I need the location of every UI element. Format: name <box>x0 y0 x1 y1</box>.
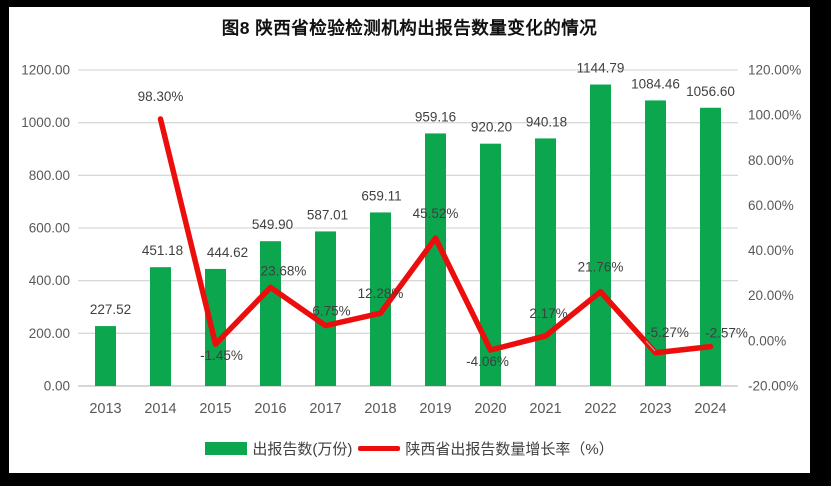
x-axis-label: 2015 <box>199 401 231 417</box>
label-leader-line <box>645 340 656 352</box>
legend-line-label: 陕西省出报告数量增长率（%） <box>405 441 614 458</box>
bar-2016 <box>260 241 281 386</box>
bar-value-label: 1084.46 <box>631 76 680 91</box>
chart-legend: 出报告数(万份) 陕西省出报告数量增长率（%） <box>9 438 810 459</box>
left-axis-tick: 800.00 <box>29 168 70 183</box>
x-axis-label: 2023 <box>639 401 671 417</box>
bar-2018 <box>370 212 391 386</box>
left-axis-tick: 200.00 <box>29 326 70 341</box>
x-axis-label: 2024 <box>694 401 726 417</box>
bar-2013 <box>95 326 116 386</box>
line-value-label: -5.27% <box>646 325 689 340</box>
bar-2022 <box>590 84 611 386</box>
right-axis-tick: -20.00% <box>748 379 798 394</box>
left-axis-tick: 0.00 <box>44 379 70 394</box>
bar-2024 <box>700 107 721 387</box>
line-value-label: -2.57% <box>705 326 748 341</box>
line-value-label: 45.52% <box>413 206 459 221</box>
left-axis-tick: 1000.00 <box>21 115 70 130</box>
bar-value-label: 451.18 <box>142 243 183 258</box>
line-value-label: -1.45% <box>200 348 243 363</box>
right-axis-tick: 60.00% <box>748 198 794 213</box>
bar-2017 <box>315 231 336 386</box>
x-axis-label: 2017 <box>309 401 341 417</box>
right-axis-tick: 120.00% <box>748 63 801 78</box>
chart-title: 图8 陕西省检验检测机构出报告数量变化的情况 <box>221 18 598 38</box>
line-series-swatch <box>358 446 401 451</box>
right-axis-tick: 20.00% <box>748 288 794 303</box>
bar-series-swatch <box>205 442 248 455</box>
bar-value-label: 227.52 <box>90 302 131 317</box>
bar-value-label: 587.01 <box>307 207 348 222</box>
bar-value-label: 444.62 <box>207 245 248 260</box>
right-axis-tick: 80.00% <box>748 153 794 168</box>
line-value-label: 12.28% <box>358 286 404 301</box>
x-axis-label: 2018 <box>364 401 396 417</box>
bar-value-label: 920.20 <box>471 120 512 135</box>
x-axis-label: 2016 <box>254 401 286 417</box>
bar-2014 <box>150 267 171 386</box>
left-axis-tick: 600.00 <box>29 221 70 236</box>
bar-2023 <box>645 100 666 386</box>
line-value-label: 23.68% <box>261 263 307 278</box>
left-axis-tick: 1200.00 <box>21 63 70 78</box>
bar-2015 <box>205 268 226 386</box>
x-axis-label: 2019 <box>419 401 451 417</box>
growth-rate-line <box>157 116 714 356</box>
x-axis-label: 2021 <box>529 401 561 417</box>
legend-bar-label: 出报告数(万份) <box>252 441 353 458</box>
bar-value-label: 959.16 <box>415 109 456 124</box>
right-axis-tick: 100.00% <box>748 108 801 123</box>
bar-2020 <box>480 143 501 386</box>
right-axis-tick: 40.00% <box>748 243 794 258</box>
line-value-label: 6.75% <box>312 304 350 319</box>
x-axis-label: 2022 <box>584 401 616 417</box>
x-axis-label: 2013 <box>89 401 121 417</box>
bar-2021 <box>535 138 556 386</box>
line-value-label: 98.30% <box>138 89 184 104</box>
left-axis-tick: 400.00 <box>29 273 70 288</box>
line-value-label: 21.76% <box>578 260 624 275</box>
right-axis-tick: 0.00% <box>748 333 786 348</box>
line-value-label: -4.06% <box>466 354 509 369</box>
bar-value-label: 1056.60 <box>686 84 735 99</box>
bar-value-label: 940.18 <box>526 114 567 129</box>
bar-2019 <box>425 133 446 386</box>
bar-value-label: 549.90 <box>252 217 293 232</box>
bar-value-label: 659.11 <box>361 188 401 203</box>
line-value-label: 2.17% <box>529 306 567 321</box>
x-axis-label: 2020 <box>474 401 506 417</box>
legend-item-bar: 出报告数(万份) <box>205 438 352 459</box>
bar-value-label: 1144.79 <box>577 61 625 76</box>
legend-item-line: 陕西省出报告数量增长率（%） <box>358 438 614 459</box>
x-axis-label: 2014 <box>144 401 176 417</box>
